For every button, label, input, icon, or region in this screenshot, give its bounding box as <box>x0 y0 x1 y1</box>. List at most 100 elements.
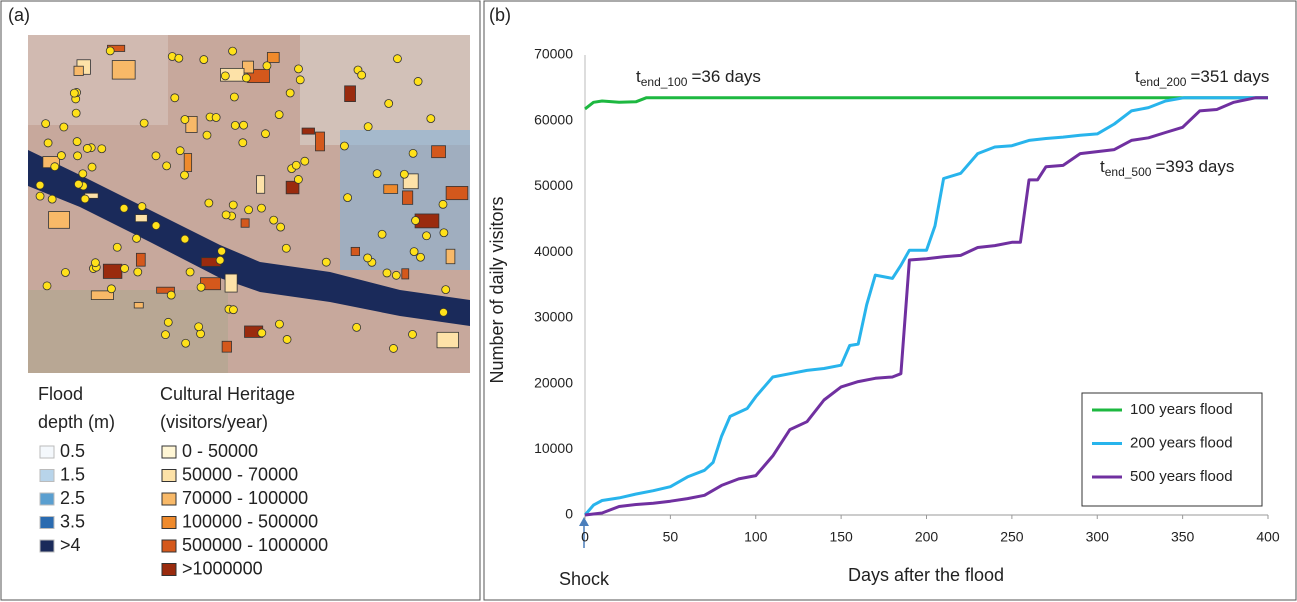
heritage-site <box>389 344 397 352</box>
heritage-site <box>221 72 229 80</box>
heritage-site <box>197 283 205 291</box>
heritage-site <box>270 216 278 224</box>
legend-title: Cultural Heritage <box>160 384 295 404</box>
heritage-site <box>57 152 65 160</box>
legend-title: depth (m) <box>38 412 115 432</box>
heritage-site <box>257 204 265 212</box>
heritage-building <box>345 86 356 102</box>
map <box>28 35 470 373</box>
heritage-site <box>120 204 128 212</box>
heritage-building <box>432 146 446 158</box>
heritage-site <box>152 222 160 230</box>
heritage-building <box>103 264 122 278</box>
heritage-site <box>73 138 81 146</box>
heritage-site <box>229 201 237 209</box>
annotation-sub: end_100 <box>641 75 688 89</box>
heritage-site <box>138 203 146 211</box>
heritage-site <box>423 232 431 240</box>
legend-label: 200 years flood <box>1130 434 1233 451</box>
heritage-site <box>263 62 271 70</box>
x-tick-label: 350 <box>1171 529 1195 545</box>
heritage-site <box>181 116 189 124</box>
heritage-site <box>48 195 56 203</box>
heritage-site <box>74 180 82 188</box>
heritage-building <box>184 154 191 172</box>
heritage-site <box>218 247 226 255</box>
heritage-site <box>72 109 80 117</box>
y-tick-label: 10000 <box>534 440 573 456</box>
legend-title: Flood <box>38 384 83 404</box>
x-tick-label: 150 <box>829 529 853 545</box>
heritage-building <box>225 274 237 292</box>
heritage-building <box>74 66 83 75</box>
heritage-site <box>239 139 247 147</box>
heritage-building <box>384 185 398 194</box>
heritage-site <box>258 329 266 337</box>
heritage-site <box>439 200 447 208</box>
heritage-site <box>70 89 78 97</box>
legend-label: >1000000 <box>182 558 263 578</box>
heritage-site <box>36 192 44 200</box>
heritage-site <box>164 318 172 326</box>
heritage-site <box>245 206 253 214</box>
legend-label: 100 years flood <box>1130 401 1233 418</box>
heritage-building <box>267 52 279 62</box>
legend-swatch <box>162 470 176 482</box>
heritage-building <box>135 215 147 222</box>
heritage-site <box>240 121 248 129</box>
heritage-site <box>340 142 348 150</box>
heritage-site <box>277 223 285 231</box>
heritage-site <box>44 139 52 147</box>
annotation-text: =393 days <box>1155 157 1234 176</box>
heritage-site <box>294 175 302 183</box>
heritage-site <box>212 113 220 121</box>
heritage-site <box>283 335 291 343</box>
heritage-building <box>134 302 143 308</box>
heritage-site <box>383 269 391 277</box>
heritage-site <box>409 149 417 157</box>
heritage-site <box>385 100 393 108</box>
heritage-site <box>133 234 141 242</box>
heritage-site <box>275 111 283 119</box>
heritage-site <box>88 163 96 171</box>
heritage-site <box>205 199 213 207</box>
heritage-site <box>83 144 91 152</box>
legend-label: 2.5 <box>60 488 85 508</box>
legend-label: 500 years flood <box>1130 468 1233 485</box>
x-tick-label: 0 <box>581 529 589 545</box>
x-tick-label: 100 <box>744 529 768 545</box>
y-tick-label: 50000 <box>534 177 573 193</box>
heritage-building <box>49 212 70 229</box>
heritage-site <box>378 230 386 238</box>
legend-swatch <box>162 446 176 458</box>
series-line <box>585 98 1268 109</box>
x-tick-label: 250 <box>1000 529 1024 545</box>
heritage-site <box>373 170 381 178</box>
heritage-site <box>91 259 99 267</box>
heritage-site <box>195 323 203 331</box>
annotation-sub: end_200 <box>1140 75 1187 89</box>
heritage-site <box>81 195 89 203</box>
heritage-building <box>257 176 265 194</box>
heritage-site <box>216 256 224 264</box>
heritage-building <box>222 341 231 352</box>
y-tick-label: 40000 <box>534 243 573 259</box>
heritage-site <box>392 271 400 279</box>
heritage-site <box>393 55 401 63</box>
heritage-site <box>98 145 106 153</box>
heritage-site <box>176 147 184 155</box>
annotation-text: =36 days <box>691 67 760 86</box>
heritage-site <box>282 244 290 252</box>
heritage-building <box>446 249 455 263</box>
legend-swatch <box>40 446 54 458</box>
panel-b-label: (b) <box>489 5 511 25</box>
heritage-site <box>230 93 238 101</box>
heritage-site <box>358 71 366 79</box>
heritage-site <box>74 152 82 160</box>
heritage-site <box>344 194 352 202</box>
heritage-building <box>315 132 324 151</box>
legend-label: >4 <box>60 535 81 555</box>
annotation: tend_100=36 days <box>636 67 761 89</box>
heritage-site <box>242 74 250 82</box>
heritage-site <box>400 170 408 178</box>
